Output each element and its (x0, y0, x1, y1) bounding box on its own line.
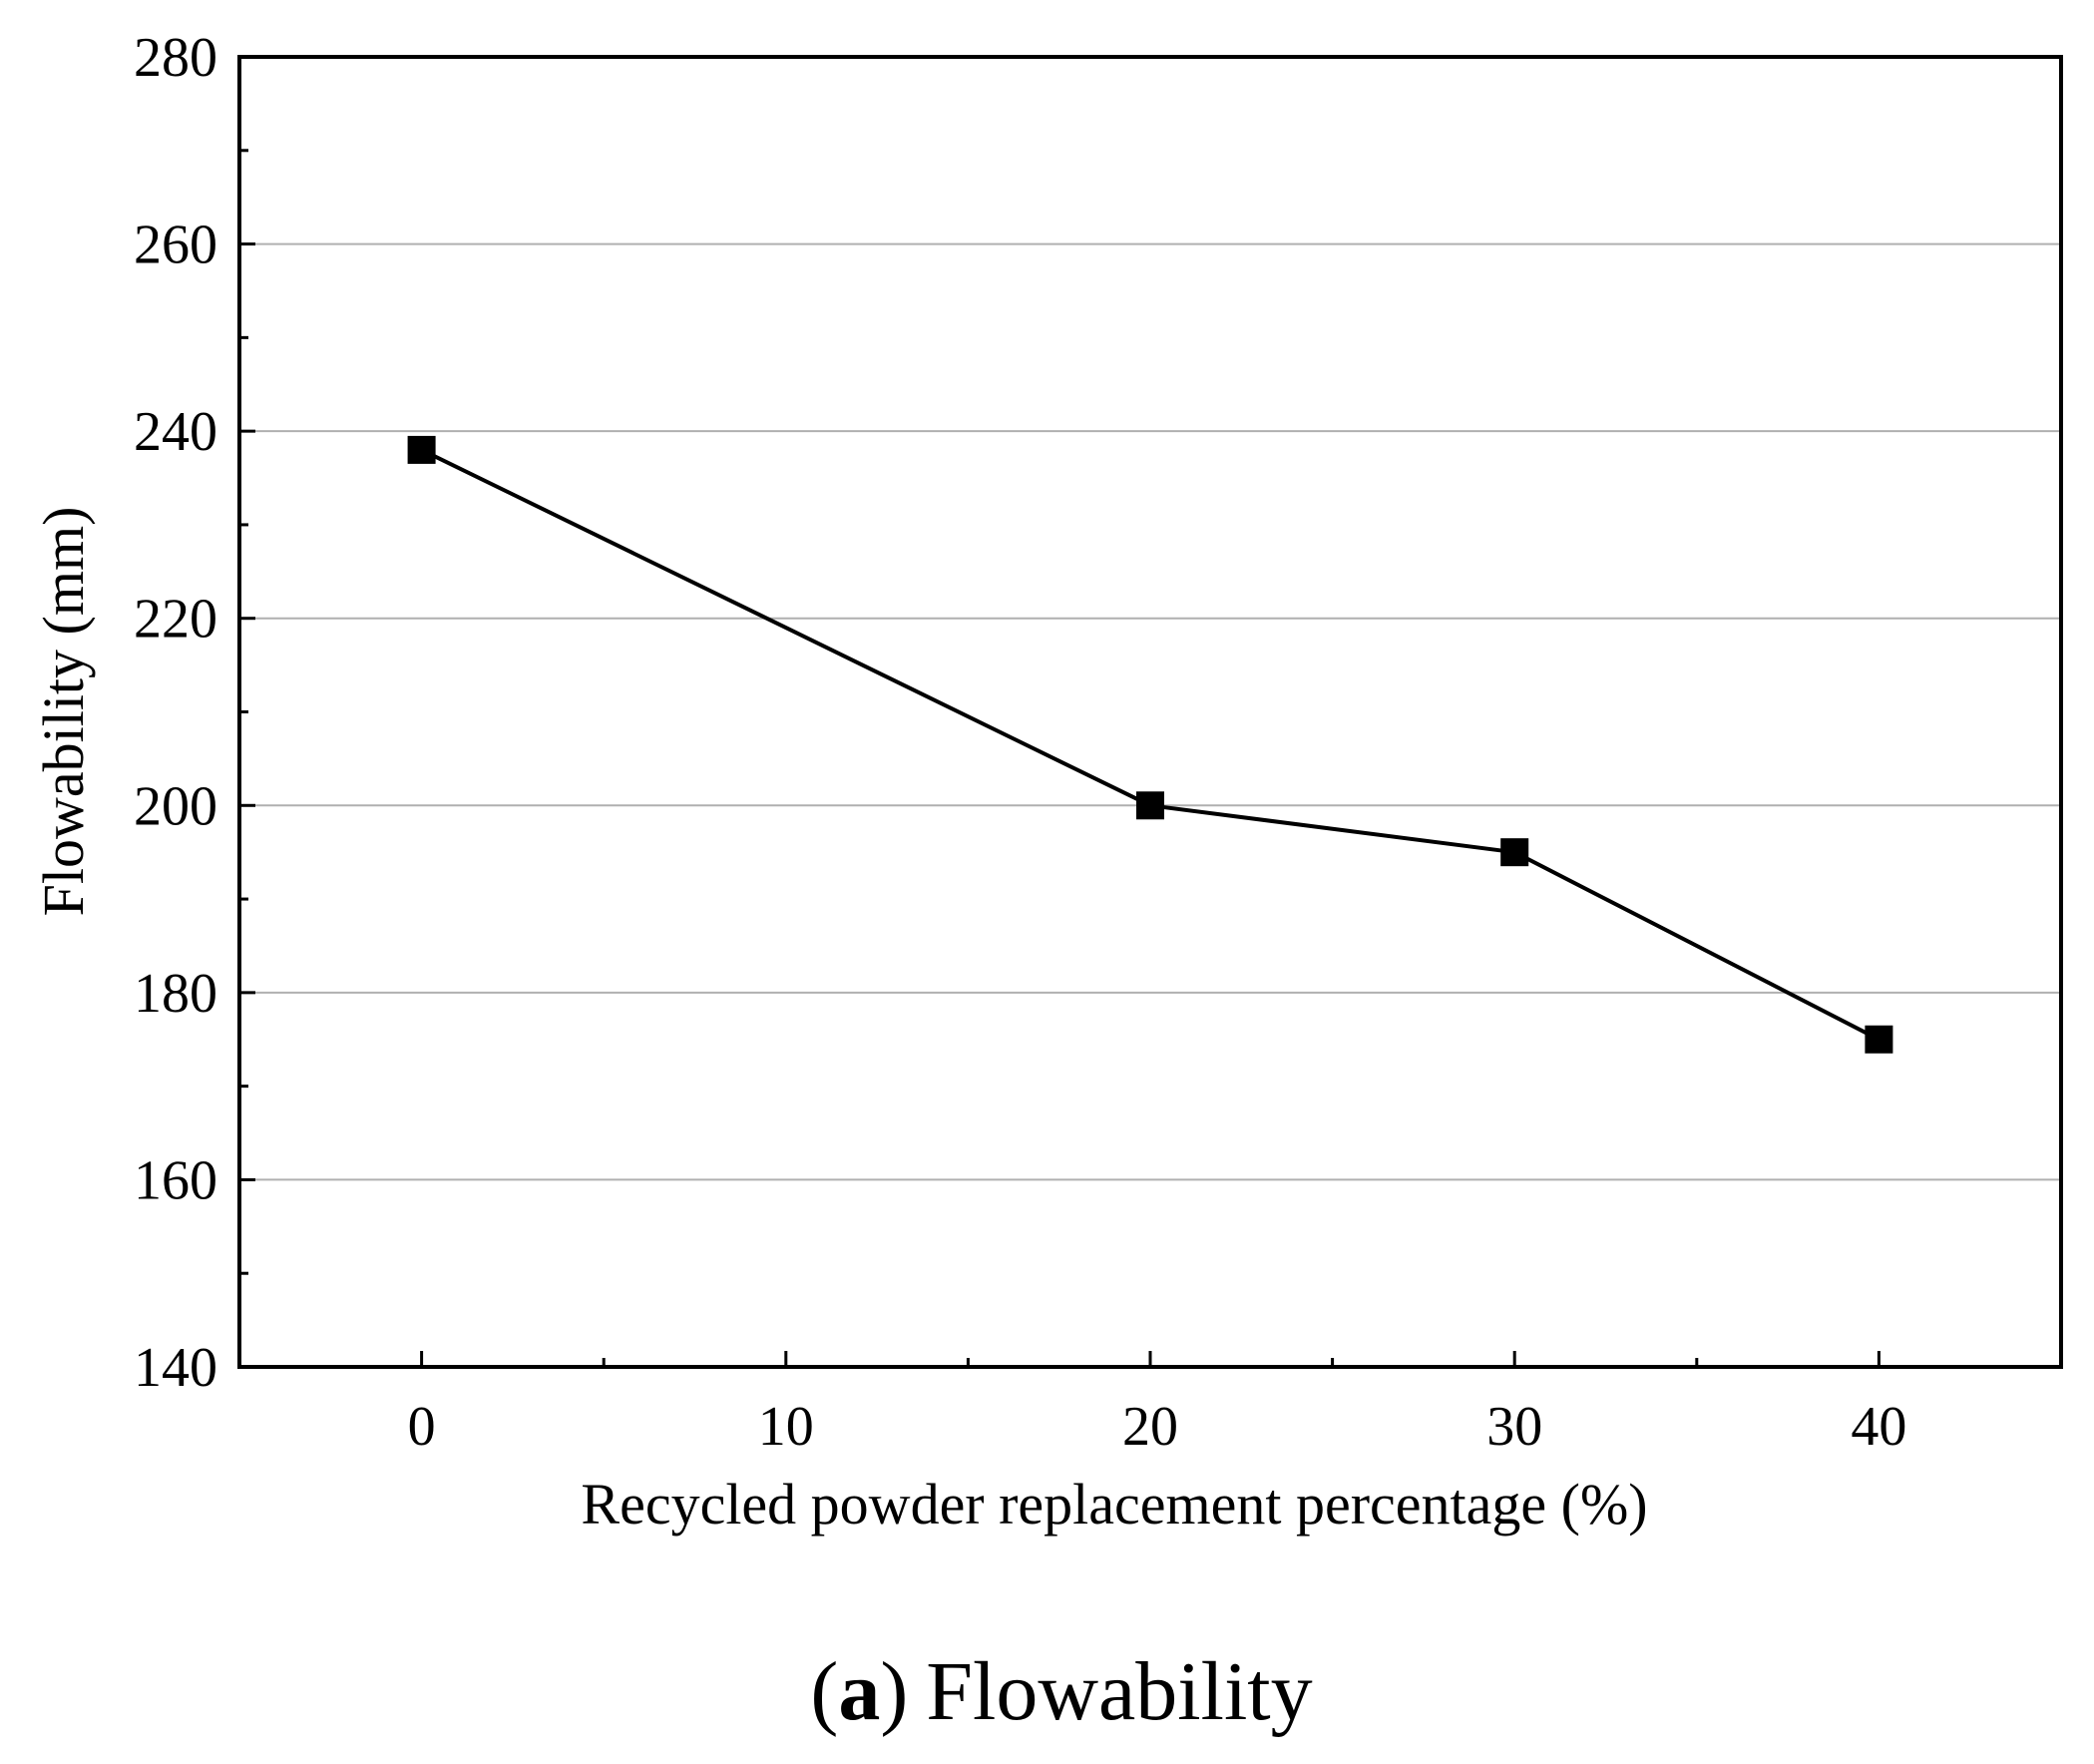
x-tick-label: 20 (1122, 1396, 1178, 1458)
x-tick-label: 10 (758, 1396, 814, 1458)
y-tick-label: 160 (134, 1149, 217, 1211)
y-tick-label: 260 (134, 215, 217, 276)
x-tick-label: 30 (1486, 1396, 1542, 1458)
y-tick-label: 140 (134, 1337, 217, 1399)
x-tick-label: 0 (408, 1396, 436, 1458)
tick-layer (239, 55, 1881, 1369)
y-tick-label: 280 (134, 27, 217, 89)
y-tick-label: 220 (134, 589, 217, 651)
figure-caption: (a) Flowability (810, 1645, 1312, 1738)
data-point-marker (407, 435, 436, 464)
label-layer: 140 160 180 200 220 240 260 280 0 10 20 30 40 (134, 27, 1906, 1458)
caption-letter: a (838, 1645, 880, 1738)
data-point-marker (1136, 791, 1164, 820)
x-axis-title: Recycled powder replacement percentage (… (581, 1472, 1647, 1537)
data-point-marker (1865, 1025, 1893, 1054)
x-tick-label: 40 (1851, 1396, 1906, 1458)
caption-text: Flowability (926, 1645, 1312, 1738)
y-tick-label: 180 (134, 963, 217, 1025)
grid-layer (239, 242, 2061, 1181)
y-tick-label: 200 (134, 775, 217, 837)
y-tick-label: 240 (134, 401, 217, 463)
caption-paren-open: ( (810, 1645, 838, 1738)
series-line (420, 448, 1881, 1042)
plot-frame (237, 55, 2063, 1369)
data-point-marker (1500, 838, 1529, 867)
series-layer (407, 435, 1893, 1054)
caption-paren-close: ) (880, 1645, 908, 1738)
y-axis-title: Flowability (mm) (31, 507, 96, 917)
